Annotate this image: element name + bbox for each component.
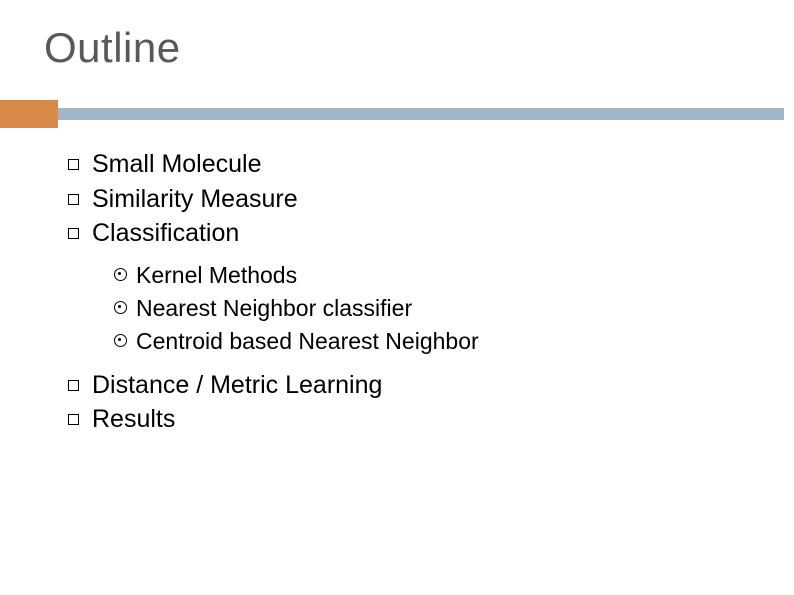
list-item: Centroid based Nearest Neighbor — [114, 326, 754, 357]
list-item: Distance / Metric Learning — [68, 369, 754, 402]
title-rule — [0, 100, 794, 128]
list-item-label: Distance / Metric Learning — [92, 371, 382, 399]
list-item-label: Kernel Methods — [136, 262, 297, 288]
list-item: Nearest Neighbor classifier — [114, 293, 754, 324]
list-item-label: Similarity Measure — [92, 185, 298, 213]
bullet-sublist: Kernel Methods Nearest Neighbor classifi… — [114, 260, 754, 357]
list-item: Classification Kernel Methods Nearest Ne… — [68, 217, 754, 357]
page-title: Outline — [44, 24, 750, 72]
list-item: Kernel Methods — [114, 260, 754, 291]
list-item-label: Centroid based Nearest Neighbor — [136, 328, 479, 354]
rule-accent-orange — [0, 100, 58, 128]
list-item: Small Molecule — [68, 148, 754, 181]
list-item: Similarity Measure — [68, 183, 754, 216]
rule-accent-blue — [58, 108, 784, 120]
list-item-label: Nearest Neighbor classifier — [136, 295, 412, 321]
slide: Outline Small Molecule Similarity Measur… — [0, 0, 794, 595]
slide-body: Small Molecule Similarity Measure Classi… — [68, 148, 754, 438]
list-item: Results — [68, 403, 754, 436]
bullet-list: Small Molecule Similarity Measure Classi… — [68, 148, 754, 436]
list-item-label: Small Molecule — [92, 150, 262, 178]
list-item-label: Results — [92, 405, 175, 433]
list-item-label: Classification — [92, 219, 239, 247]
